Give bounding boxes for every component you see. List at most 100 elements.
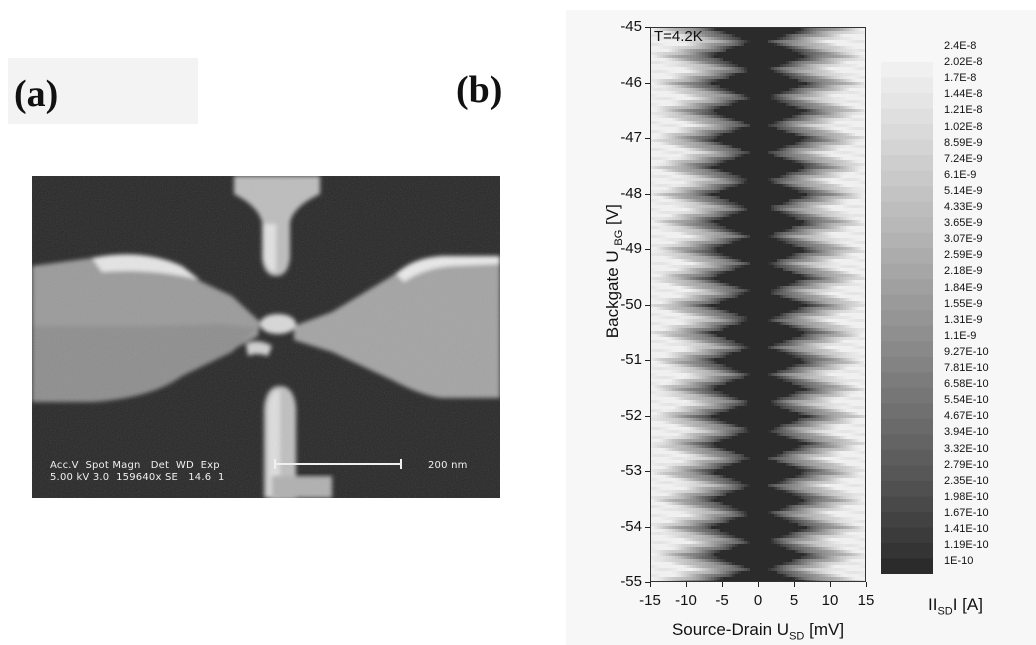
heatmap-cell [780, 220, 784, 224]
heatmap-cell [840, 115, 844, 119]
heatmap-cell [747, 205, 751, 209]
heatmap-cell [855, 133, 859, 137]
heatmap-cell [765, 70, 769, 74]
heatmap-cell [756, 193, 760, 197]
heatmap-cell [780, 103, 784, 107]
heatmap-cell [780, 205, 784, 209]
heatmap-cell [747, 109, 751, 113]
heatmap-cell [729, 139, 733, 143]
heatmap-cell [816, 124, 820, 128]
heatmap-cell [654, 193, 658, 197]
heatmap-cell [780, 169, 784, 173]
heatmap-cell [843, 109, 847, 113]
heatmap-cell [702, 67, 706, 71]
heatmap-cell [702, 109, 706, 113]
heatmap-cell [795, 157, 799, 161]
heatmap-cell [789, 40, 793, 44]
heatmap-cell [768, 82, 772, 86]
heatmap-cell [747, 115, 751, 119]
heatmap-cell [666, 97, 670, 101]
heatmap-cell [759, 127, 763, 131]
heatmap-cell [774, 46, 778, 50]
heatmap-cell [681, 88, 685, 92]
heatmap-cell [747, 106, 751, 110]
heatmap-cell [810, 169, 814, 173]
heatmap-cell [768, 28, 772, 32]
heatmap-cell [738, 106, 742, 110]
heatmap-cell [684, 184, 688, 188]
heatmap-cell [693, 217, 697, 221]
heatmap-cell [666, 193, 670, 197]
heatmap-cell [786, 190, 790, 194]
heatmap-cell [771, 208, 775, 212]
heatmap-cell [801, 142, 805, 146]
heatmap-cell [672, 184, 676, 188]
heatmap-cell [669, 49, 673, 53]
heatmap-cell [843, 34, 847, 38]
heatmap-cell [846, 73, 850, 77]
heatmap-cell [696, 142, 700, 146]
heatmap-cell [681, 91, 685, 95]
heatmap-cell [789, 67, 793, 71]
heatmap-cell [717, 34, 721, 38]
heatmap-cell [792, 67, 796, 71]
heatmap-cell [831, 163, 835, 167]
heatmap-cell [816, 34, 820, 38]
heatmap-cell [783, 31, 787, 35]
heatmap-cell [855, 136, 859, 140]
heatmap-cell [654, 160, 658, 164]
heatmap-cell [762, 49, 766, 53]
heatmap-cell [678, 46, 682, 50]
heatmap-cell [699, 91, 703, 95]
heatmap-cell [777, 31, 781, 35]
heatmap-cell [678, 49, 682, 53]
heatmap-cell [741, 232, 745, 236]
heatmap-cell [852, 124, 856, 128]
heatmap-cell [816, 178, 820, 182]
heatmap-cell [822, 211, 826, 215]
heatmap-cell [666, 106, 670, 110]
heatmap-cell [822, 196, 826, 200]
heatmap-cell [837, 40, 841, 44]
heatmap-cell [825, 73, 829, 77]
heatmap-cell [834, 28, 838, 32]
heatmap-cell [714, 196, 718, 200]
heatmap-cell [726, 49, 730, 53]
heatmap-cell [834, 112, 838, 116]
heatmap-cell [675, 202, 679, 206]
heatmap-cell [789, 163, 793, 167]
heatmap-cell [735, 196, 739, 200]
heatmap-cell [657, 166, 661, 170]
heatmap-cell [810, 28, 814, 32]
heatmap-cell [666, 190, 670, 194]
heatmap-cell [819, 190, 823, 194]
heatmap-cell [663, 226, 667, 230]
heatmap-cell [831, 229, 835, 233]
heatmap-cell [696, 82, 700, 86]
heatmap-cell [714, 118, 718, 122]
heatmap-cell [750, 34, 754, 38]
heatmap-cell [831, 121, 835, 125]
heatmap-cell [696, 217, 700, 221]
heatmap-cell [738, 61, 742, 65]
heatmap-cell [729, 172, 733, 176]
heatmap-cell [663, 46, 667, 50]
heatmap-cell [765, 208, 769, 212]
heatmap-cell [741, 121, 745, 125]
heatmap-cell [759, 97, 763, 101]
heatmap-cell [753, 88, 757, 92]
heatmap-cell [780, 61, 784, 65]
heatmap-cell [720, 196, 724, 200]
heatmap-cell [753, 124, 757, 128]
heatmap-cell [729, 175, 733, 179]
heatmap-cell [828, 109, 832, 113]
heatmap-cell [783, 121, 787, 125]
heatmap-cell [852, 178, 856, 182]
heatmap-cell [858, 115, 862, 119]
heatmap-cell [666, 235, 670, 239]
heatmap-cell [753, 166, 757, 170]
heatmap-cell [699, 154, 703, 158]
heatmap-cell [780, 199, 784, 203]
heatmap-cell [684, 229, 688, 233]
heatmap-cell [837, 217, 841, 221]
